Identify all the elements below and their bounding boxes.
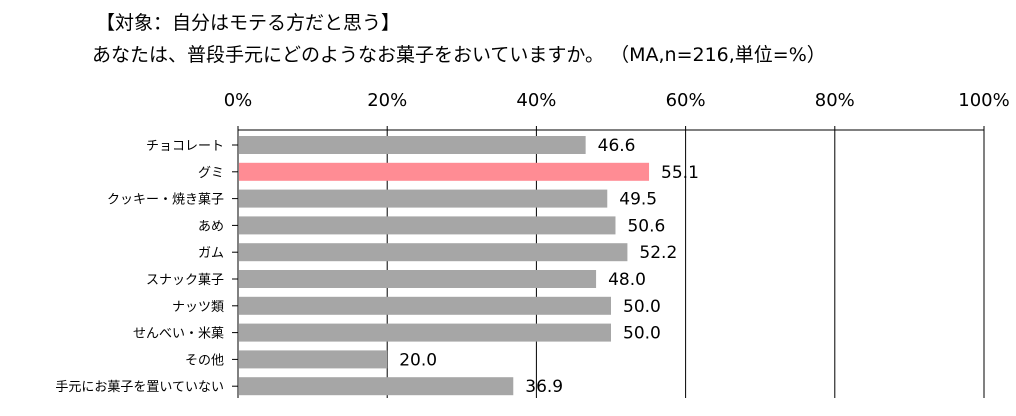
- x-tick-label: 80%: [815, 90, 855, 111]
- bar: [239, 189, 608, 208]
- bar: [239, 216, 616, 235]
- data-label: 46.6: [598, 136, 636, 156]
- category-label: せんべい・米菓: [133, 327, 224, 342]
- data-label: 36.9: [525, 377, 563, 397]
- data-label: 50.6: [627, 216, 665, 236]
- bar: [239, 377, 514, 396]
- x-tick-label: 20%: [367, 90, 407, 111]
- chart-title-line-1: 【対象：自分はモテる方だと思う】: [96, 12, 401, 34]
- x-tick-label: 60%: [666, 90, 706, 111]
- bar: [239, 350, 388, 369]
- bar: [239, 162, 650, 181]
- category-label: ナッツ類: [172, 300, 224, 315]
- category-label: 手元にお菓子を置いていない: [55, 380, 224, 395]
- category-label: ガム: [198, 246, 224, 261]
- bar: [239, 243, 628, 262]
- category-label: その他: [185, 353, 224, 368]
- category-label: クッキー・焼き菓子: [107, 193, 224, 208]
- bar: [239, 270, 597, 288]
- data-label: 49.5: [619, 190, 657, 210]
- chart-title-line-2: あなたは、普段手元にどのようなお菓子をおいていますか。 （MA,n=216,単位…: [92, 44, 826, 66]
- data-label: 50.0: [623, 324, 661, 344]
- category-label: あめ: [198, 219, 224, 234]
- x-tick-label: 40%: [516, 90, 556, 111]
- category-label: グミ: [198, 166, 224, 181]
- bar: [239, 296, 611, 315]
- data-label: 52.2: [639, 243, 677, 263]
- data-label: 55.1: [661, 163, 699, 183]
- bar: [239, 136, 586, 154]
- data-label: 48.0: [608, 270, 646, 290]
- data-label: 50.0: [623, 297, 661, 317]
- x-tick-label: 0%: [224, 90, 253, 111]
- category-label: スナック菓子: [146, 273, 224, 288]
- data-label: 20.0: [399, 350, 437, 370]
- bar: [239, 323, 611, 342]
- x-tick-label: 100%: [958, 90, 1009, 111]
- category-label: チョコレート: [146, 139, 224, 154]
